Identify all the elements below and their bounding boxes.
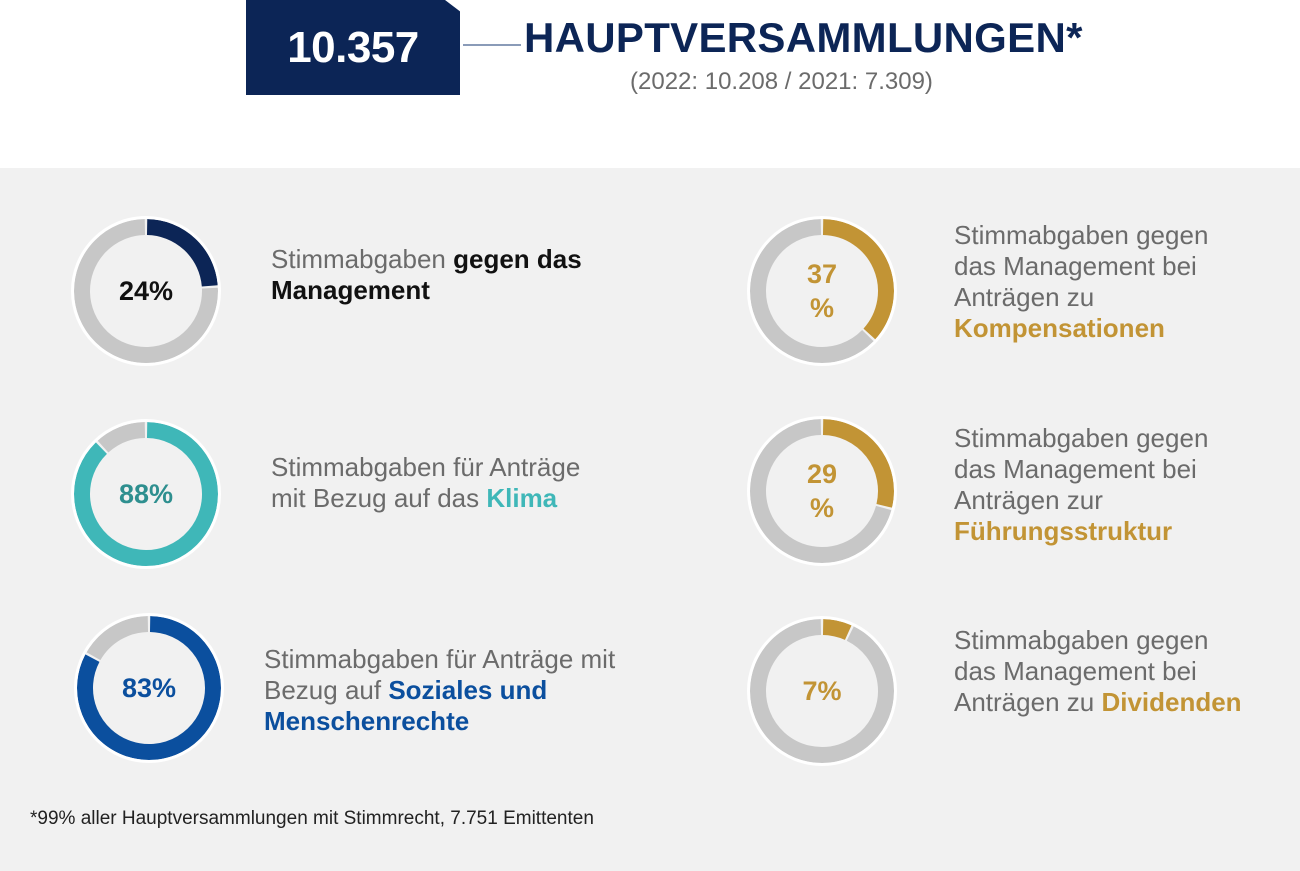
donut-svg — [747, 416, 897, 566]
footnote: *99% aller Hauptversammlungen mit Stimmr… — [30, 808, 594, 829]
donut-value-label: 83% — [121, 673, 177, 703]
donut-value-segment — [74, 422, 218, 566]
donut-value-segment — [822, 619, 852, 641]
donut-remainder-segment — [750, 219, 874, 363]
donut-chart-kompensationen: 37 % — [737, 206, 907, 376]
donut-remainder-segment — [74, 219, 218, 363]
description-kompensationen: Stimmabgaben gegen das Management bei An… — [954, 220, 1254, 344]
description-highlight: Führungsstruktur — [954, 516, 1173, 546]
donut-outer-rim — [71, 419, 221, 569]
page-subtitle: (2022: 10.208 / 2021: 7.309) — [630, 68, 933, 95]
description-dividenden: Stimmabgaben gegen das Management bei An… — [954, 625, 1254, 718]
donut-svg — [71, 419, 221, 569]
donut-svg — [747, 616, 897, 766]
donut-outer-rim — [747, 616, 897, 766]
header: 10.357 HAUPTVERSAMMLUNGEN* (2022: 10.208… — [0, 0, 1300, 168]
donut-remainder-segment — [750, 619, 894, 763]
donut-svg — [71, 216, 221, 366]
description-text: Stimmabgaben für Anträge mit Bezug auf — [264, 644, 616, 705]
description-fuehrungsstruktur: Stimmabgaben gegen das Management bei An… — [954, 423, 1254, 547]
donut-chart-fuehrungsstruktur: 29 % — [737, 406, 907, 576]
description-text: Stimmabgaben gegen das Management bei An… — [954, 220, 1209, 312]
description-highlight: Dividenden — [1101, 687, 1242, 717]
donut-chart-soziales: 83% — [64, 603, 234, 773]
donut-value-segment — [146, 219, 218, 287]
donut-value-segment — [822, 419, 894, 508]
donut-chart-klima: 88% — [61, 409, 231, 579]
donut-value-label: 29 % — [806, 459, 838, 523]
donut-remainder-segment — [97, 422, 146, 453]
donut-outer-rim — [747, 416, 897, 566]
description-text: Stimmabgaben für Anträge mit Bezug auf d… — [271, 452, 581, 513]
donut-chart-management: 24% — [61, 206, 231, 376]
description-management: Stimmabgaben gegen das Management — [271, 244, 601, 306]
donut-remainder-segment — [86, 616, 149, 661]
donut-outer-rim — [71, 216, 221, 366]
donut-chart-dividenden: 7% — [737, 606, 907, 776]
donut-outer-rim — [74, 613, 224, 763]
description-text: Stimmabgaben gegen das Management bei An… — [954, 625, 1209, 717]
donut-svg — [747, 216, 897, 366]
donut-outer-rim — [747, 216, 897, 366]
donut-value-segment — [822, 219, 894, 340]
connector-line — [463, 44, 521, 46]
donut-remainder-segment — [750, 419, 892, 563]
donut-value-label: 88% — [118, 479, 174, 509]
donut-value-label: 24% — [118, 276, 174, 306]
description-highlight: Kompensationen — [954, 313, 1165, 343]
description-highlight: Klima — [486, 483, 558, 513]
description-text: Stimmabgaben gegen das Management bei An… — [954, 423, 1209, 515]
total-count-badge: 10.357 — [246, 0, 460, 95]
description-text: Stimmabgaben — [271, 244, 454, 274]
donut-value-label: 37 % — [806, 259, 838, 323]
donut-value-segment — [77, 616, 221, 760]
donut-svg — [74, 613, 224, 763]
donut-value-label: 7% — [802, 676, 842, 706]
page-title: HAUPTVERSAMMLUNGEN* — [524, 14, 1083, 61]
description-klima: Stimmabgaben für Anträge mit Bezug auf d… — [271, 452, 601, 514]
description-highlight: Soziales und Menschenrechte — [264, 675, 548, 736]
description-soziales: Stimmabgaben für Anträge mit Bezug auf S… — [264, 644, 624, 737]
description-highlight: gegen das Management — [271, 244, 582, 305]
